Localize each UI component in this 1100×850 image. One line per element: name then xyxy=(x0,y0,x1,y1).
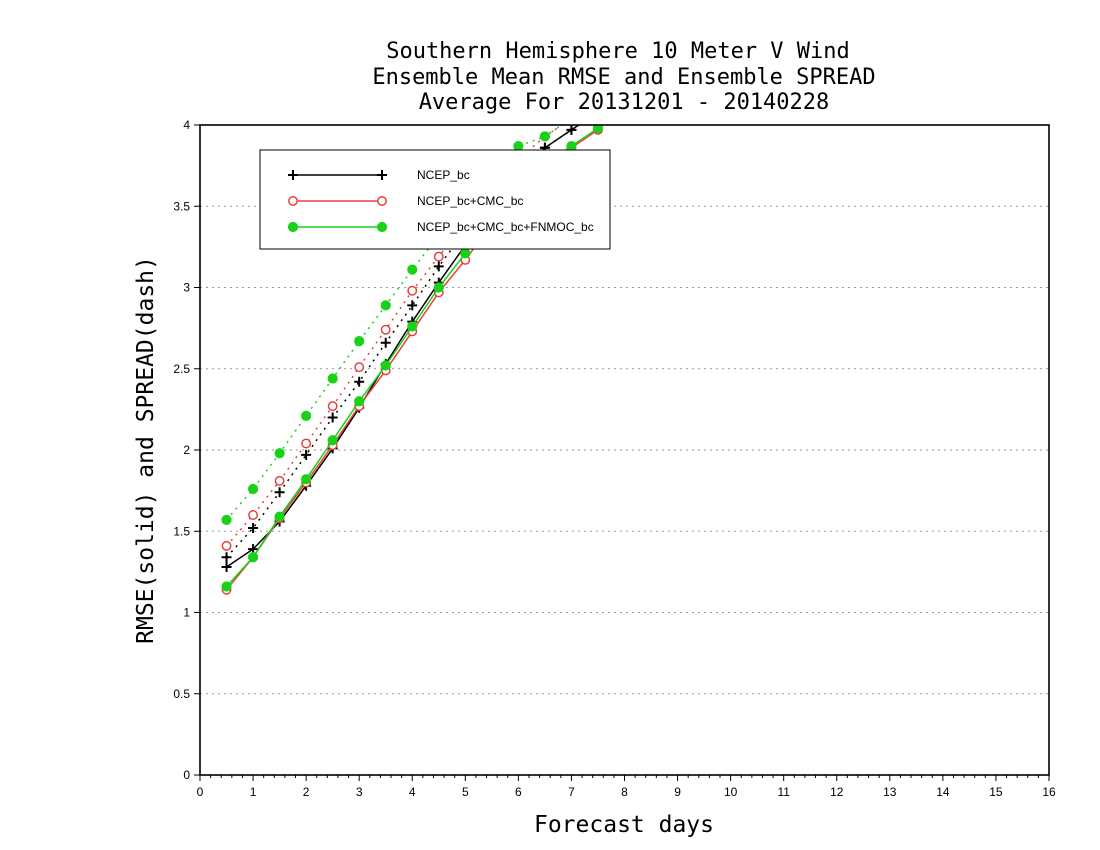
series-2-rmse-point-2 xyxy=(274,511,285,522)
grid-lines xyxy=(200,205,1049,695)
x-tick-label-2: 2 xyxy=(303,785,310,799)
y-tick-label-1: 0.5 xyxy=(173,687,190,701)
x-tick-label-7: 7 xyxy=(568,785,575,799)
series-1-spread-point-3 xyxy=(301,438,312,449)
series-2-spread-point-4 xyxy=(327,373,338,384)
series-2-rmse-point-6 xyxy=(380,360,391,371)
series-0-spread-point-4 xyxy=(327,412,338,423)
series-1-spread-point-7 xyxy=(407,285,418,296)
y-tick-label-8: 4 xyxy=(183,118,190,132)
series-0-spread-point-8 xyxy=(433,261,444,272)
series-2-spread-point-6 xyxy=(380,300,391,311)
legend-label-2: NCEP_bc+CMC_bc+FNMOC_bc xyxy=(417,220,594,234)
series-2-spread-point-13 xyxy=(567,114,576,123)
series-2-rmse-point-5 xyxy=(354,396,365,407)
series-2-rmse-point-7 xyxy=(407,321,418,332)
x-tick-label-16: 16 xyxy=(1042,785,1056,799)
series-1-spread-point-8 xyxy=(433,251,444,262)
series-1-spread-point-5 xyxy=(354,362,365,373)
x-tick-label-14: 14 xyxy=(936,785,950,799)
series-0-spread-point-2 xyxy=(274,487,285,498)
series-2-rmse-point-14 xyxy=(592,125,604,134)
x-tick-label-0: 0 xyxy=(197,785,204,799)
legend-marker-start-2 xyxy=(287,221,299,233)
axes: 0 1 2 3 4 5 6 7 8 9 10 11 12 13 14 15 1600.511.522.533.5… xyxy=(173,118,1056,799)
x-tick-label-13: 13 xyxy=(883,785,897,799)
legend-marker-end-0 xyxy=(377,170,387,180)
series-0-spread-point-3 xyxy=(301,449,312,460)
y-axis-label: RMSE(solid) and SPREAD(dash) xyxy=(133,256,159,644)
legend-label-0: NCEP_bc xyxy=(417,168,470,182)
legend-label-1: NCEP_bc+CMC_bc xyxy=(417,194,523,208)
legend: NCEP_bc NCEP_bc+CMC_bc NCEP_bc+CMC_bc+FNMO… xyxy=(259,149,611,250)
series-0-rmse-point-13 xyxy=(566,125,577,135)
legend-marker-end-2 xyxy=(376,221,388,233)
series-2-rmse-point-9 xyxy=(460,248,471,259)
series-2-rmse-point-0 xyxy=(221,581,232,592)
series-2-spread-point-2 xyxy=(274,448,285,459)
x-tick-label-15: 15 xyxy=(989,785,1003,799)
x-tick-label-1: 1 xyxy=(250,785,257,799)
series-1-spread-point-1 xyxy=(248,510,259,520)
series-1-spread-point-0 xyxy=(221,540,232,551)
y-tick-label-4: 2 xyxy=(183,443,190,457)
legend-marker-start-1 xyxy=(288,196,298,206)
series-1-spread-point-13 xyxy=(567,114,575,122)
series-2-rmse-point-1 xyxy=(247,552,259,563)
x-tick-label-12: 12 xyxy=(830,785,844,799)
x-tick-label-10: 10 xyxy=(724,785,738,799)
y-tick-label-2: 1 xyxy=(183,606,190,620)
series-0-spread-line xyxy=(225,125,581,558)
y-tick-label-6: 3 xyxy=(183,281,190,295)
series-2-spread-point-5 xyxy=(354,336,365,347)
y-tick-label-7: 3.5 xyxy=(173,199,190,213)
x-tick-label-5: 5 xyxy=(462,785,469,799)
x-tick-label-3: 3 xyxy=(356,785,363,799)
series-2-spread-point-11 xyxy=(513,141,524,152)
series-0-spread-point-7 xyxy=(407,300,418,311)
series-2-rmse-point-4 xyxy=(327,435,338,446)
x-tick-label-9: 9 xyxy=(674,785,681,799)
legend-box xyxy=(259,149,611,250)
series-2-spread-point-7 xyxy=(407,264,418,275)
series-2-rmse-point-13 xyxy=(566,141,577,152)
x-tick-label-6: 6 xyxy=(515,785,522,799)
legend-marker-start-0 xyxy=(288,170,298,180)
x-tick-label-11: 11 xyxy=(777,785,790,799)
chart-title-line-3: Average For 20131201 - 20140228 xyxy=(419,90,830,115)
series-0-spread-point-1 xyxy=(248,523,259,533)
series-2-spread-point-3 xyxy=(301,410,312,421)
y-tick-label-0: 0 xyxy=(183,768,190,782)
series-0-spread-point-0 xyxy=(221,552,232,563)
x-axis-label: Forecast days xyxy=(534,812,714,838)
series-1-spread-point-4 xyxy=(327,401,338,412)
series-2-spread-point-1 xyxy=(247,483,259,495)
series-1-spread-point-6 xyxy=(380,324,391,335)
series-2-rmse-point-8 xyxy=(433,282,444,293)
y-tick-label-5: 2.5 xyxy=(173,362,190,376)
series-2-rmse-point-3 xyxy=(301,474,312,485)
series-0-spread-point-5 xyxy=(354,376,365,387)
chart-title-line-1: Southern Hemisphere 10 Meter V Wind xyxy=(386,39,850,64)
series-0-rmse-point-0 xyxy=(221,562,232,572)
series-0-spread-point-6 xyxy=(380,337,391,348)
chart-title-line-2: Ensemble Mean RMSE and Ensemble SPREAD xyxy=(372,65,875,90)
series-2-spread-point-12 xyxy=(539,131,551,142)
x-tick-label-4: 4 xyxy=(409,785,416,799)
series-1-spread-point-2 xyxy=(274,475,285,486)
x-tick-label-8: 8 xyxy=(621,785,628,799)
y-tick-label-3: 1.5 xyxy=(173,524,190,538)
series-2-spread-point-0 xyxy=(221,514,232,525)
legend-marker-end-1 xyxy=(377,196,387,206)
